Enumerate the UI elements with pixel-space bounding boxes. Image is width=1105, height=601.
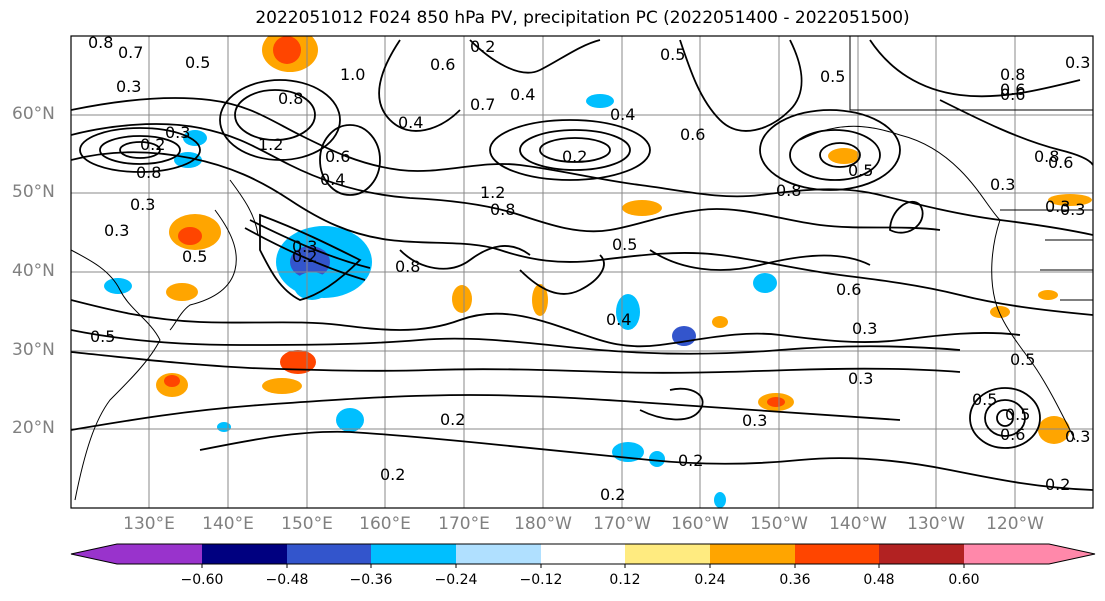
svg-text:0.3: 0.3 — [1065, 53, 1090, 72]
colorbar-tick-label: 0.48 — [863, 572, 895, 588]
svg-text:0.3: 0.3 — [116, 77, 141, 96]
lon-label: 170°E — [438, 514, 490, 534]
colorbar-tick-label: 0.12 — [609, 572, 641, 588]
svg-text:0.3: 0.3 — [1065, 427, 1090, 446]
svg-text:0.6: 0.6 — [1000, 425, 1025, 444]
svg-text:0.3: 0.3 — [130, 195, 155, 214]
svg-text:0.5: 0.5 — [90, 327, 115, 346]
svg-text:0.7: 0.7 — [118, 43, 143, 62]
pv-contours — [71, 39, 1093, 491]
svg-text:0.8: 0.8 — [490, 200, 515, 219]
svg-text:0.3: 0.3 — [852, 319, 877, 338]
svg-text:0.8: 0.8 — [395, 257, 420, 276]
svg-text:0.5: 0.5 — [1010, 350, 1035, 369]
pv-contour-labels: 0.8 0.7 0.5 0.3 1.0 0.8 0.6 0.4 0.3 0.2 … — [88, 33, 1090, 504]
svg-text:0.2: 0.2 — [380, 465, 405, 484]
svg-text:0.5: 0.5 — [185, 53, 210, 72]
lon-label: 150°W — [750, 514, 808, 534]
svg-text:0.8: 0.8 — [1034, 147, 1059, 166]
lat-label: 40°N — [12, 261, 55, 281]
lon-label: 140°E — [202, 514, 254, 534]
svg-text:0.2: 0.2 — [292, 247, 317, 266]
colorbar-tick-label: −0.60 — [180, 572, 224, 588]
lon-label: 140°W — [829, 514, 887, 534]
lon-label: 120°W — [986, 514, 1044, 534]
svg-text:0.8: 0.8 — [1000, 65, 1025, 84]
lon-label: 130°W — [907, 514, 965, 534]
svg-text:0.4: 0.4 — [610, 105, 635, 124]
svg-text:0.5: 0.5 — [660, 45, 685, 64]
colorbar-tick-label: −0.12 — [519, 572, 563, 588]
svg-text:0.3: 0.3 — [848, 369, 873, 388]
svg-text:0.7: 0.7 — [470, 95, 495, 114]
svg-text:0.6: 0.6 — [430, 55, 455, 74]
colorbar-tick-label: −0.48 — [265, 572, 309, 588]
colorbar — [70, 543, 1096, 568]
lon-label: 130°E — [123, 514, 175, 534]
map-title: 2022051012 F024 850 hPa PV, precipitatio… — [255, 8, 910, 28]
lon-label: 160°E — [359, 514, 411, 534]
svg-text:0.5: 0.5 — [820, 67, 845, 86]
svg-text:0.3: 0.3 — [292, 237, 317, 256]
svg-text:0.3: 0.3 — [742, 411, 767, 430]
colorbar-tick-label: 0.36 — [779, 572, 811, 588]
svg-text:0.2: 0.2 — [678, 451, 703, 470]
svg-text:0.3: 0.3 — [165, 123, 190, 142]
svg-text:0.6: 0.6 — [836, 280, 861, 299]
lon-label: 170°W — [593, 514, 651, 534]
svg-text:0.5: 0.5 — [972, 390, 997, 409]
svg-text:0.4: 0.4 — [398, 113, 423, 132]
svg-text:0.2: 0.2 — [140, 135, 165, 154]
svg-text:0.3: 0.3 — [1060, 200, 1085, 219]
svg-text:0.8: 0.8 — [136, 163, 161, 182]
svg-text:0.6: 0.6 — [680, 125, 705, 144]
svg-text:0.6: 0.6 — [325, 147, 350, 166]
svg-text:0.8: 0.8 — [278, 89, 303, 108]
lat-label: 30°N — [12, 340, 55, 360]
lon-label: 160°W — [671, 514, 729, 534]
svg-text:0.6: 0.6 — [1048, 153, 1073, 172]
svg-text:1.2: 1.2 — [258, 135, 283, 154]
svg-text:0.5: 0.5 — [612, 235, 637, 254]
colorbar-tick-label: 0.60 — [948, 572, 980, 588]
lon-label: 150°E — [281, 514, 333, 534]
colorbar-tick-label: −0.36 — [349, 572, 393, 588]
svg-text:0.8: 0.8 — [88, 33, 113, 52]
svg-text:0.3: 0.3 — [104, 221, 129, 240]
lat-label: 60°N — [12, 104, 55, 124]
svg-text:0.4: 0.4 — [320, 170, 345, 189]
svg-text:0.5: 0.5 — [1005, 405, 1030, 424]
lon-label: 180°W — [514, 514, 572, 534]
colorbar-tick-label: 0.24 — [694, 572, 726, 588]
svg-text:0.5: 0.5 — [182, 247, 207, 266]
svg-text:0.3: 0.3 — [990, 175, 1015, 194]
svg-text:0.6: 0.6 — [1000, 85, 1025, 104]
svg-text:0.4: 0.4 — [510, 85, 535, 104]
graticule — [71, 36, 1093, 508]
svg-text:0.3: 0.3 — [1045, 197, 1070, 216]
colorbar-tick-label: −0.24 — [434, 572, 478, 588]
lat-label: 20°N — [12, 418, 55, 438]
svg-text:0.2: 0.2 — [600, 485, 625, 504]
svg-text:0.2: 0.2 — [470, 37, 495, 56]
svg-text:0.5: 0.5 — [848, 161, 873, 180]
lat-label: 50°N — [12, 182, 55, 202]
svg-text:0.4: 0.4 — [606, 310, 631, 329]
svg-text:0.2: 0.2 — [562, 147, 587, 166]
svg-text:1.0: 1.0 — [340, 65, 365, 84]
svg-text:0.8: 0.8 — [776, 181, 801, 200]
svg-text:0.2: 0.2 — [1045, 475, 1070, 494]
svg-text:0.6: 0.6 — [1000, 80, 1025, 99]
svg-text:1.2: 1.2 — [480, 183, 505, 202]
svg-text:0.2: 0.2 — [440, 410, 465, 429]
